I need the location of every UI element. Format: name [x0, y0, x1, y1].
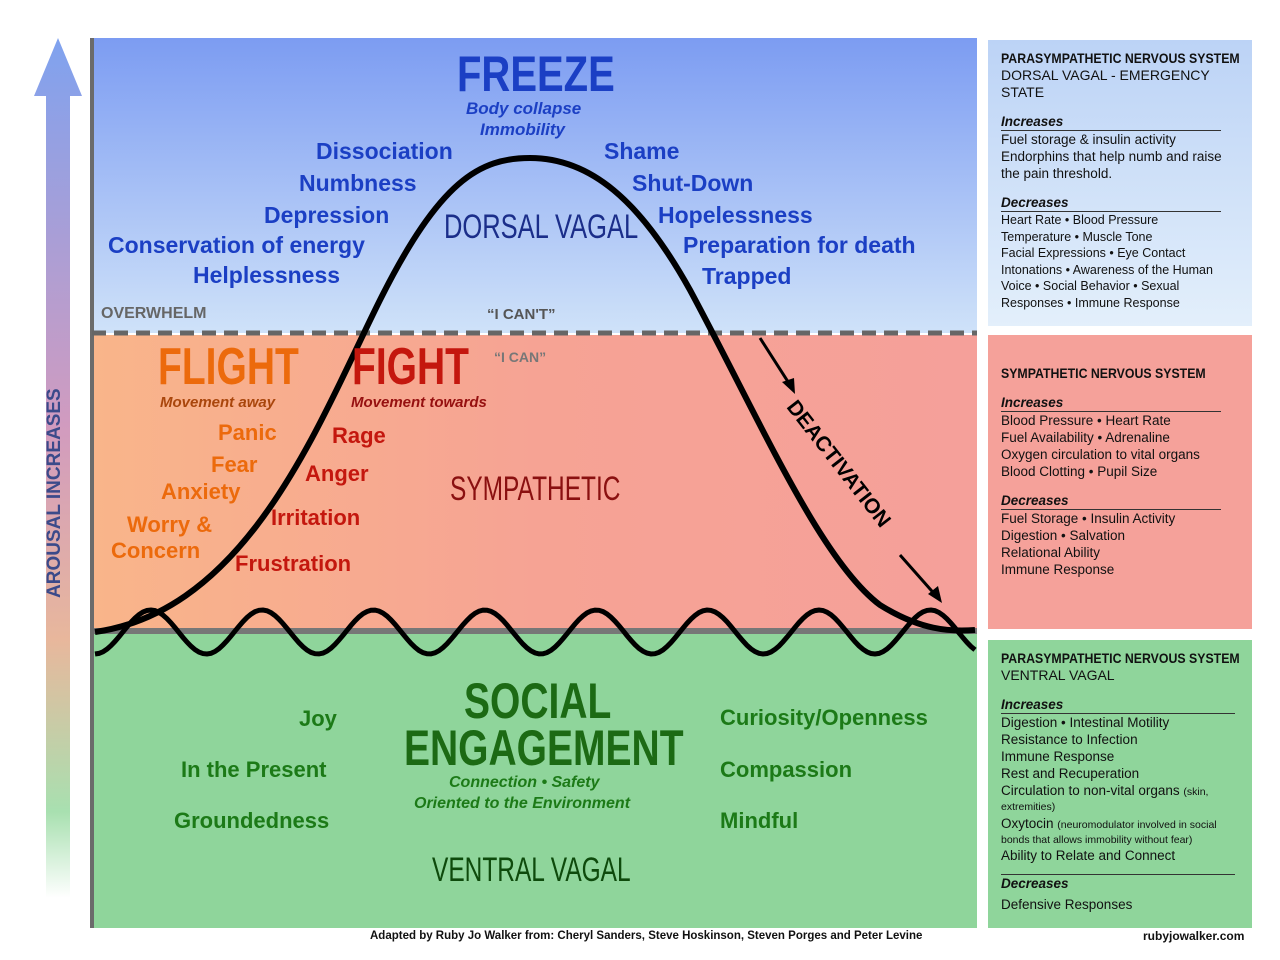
list-item: Fuel Storage • Insulin Activity [1001, 511, 1176, 526]
panel-title: PARASYMPATHETIC NERVOUS SYSTEM [1001, 650, 1240, 666]
deactivation-arrow-bottom [898, 554, 940, 599]
sympathetic-label: SYMPATHETIC [450, 470, 621, 508]
panel-title: SYMPATHETIC NERVOUS SYSTEM [1001, 365, 1206, 381]
credit-text: Adapted by Ruby Jo Walker from: Cheryl S… [370, 930, 923, 942]
list-item: Resistance to Infection [1001, 732, 1138, 747]
ventral-item: Groundedness [174, 808, 330, 833]
freeze-item: Shut-Down [632, 170, 754, 196]
freeze-item: Numbness [299, 170, 417, 196]
freeze-item: Helplessness [193, 262, 341, 288]
list-item: Digestion • Intestinal Motility [1001, 715, 1170, 730]
list-item: Endorphins that help numb and raise the … [1001, 149, 1222, 181]
list-item: Immune Response [1001, 749, 1115, 764]
list-item: Heart Rate • Blood Pressure [1001, 213, 1159, 227]
ventral-item: In the Present [181, 757, 327, 782]
freeze-item: Dissociation [316, 138, 453, 164]
i-cant-label: “I CAN'T” [487, 306, 556, 323]
polyvagal-diagram [90, 38, 977, 928]
social-wave [94, 607, 977, 657]
ventral-item: Mindful [720, 808, 799, 833]
increases-heading: Increases [1001, 696, 1235, 714]
list-item: Rest and Recuperation [1001, 766, 1140, 781]
list-note: (neuromodulator involved in social bonds… [1001, 819, 1217, 846]
sympathetic-info-panel: SYMPATHETIC NERVOUS SYSTEM Increases Blo… [988, 335, 1252, 629]
flight-sub: Movement away [160, 394, 276, 411]
list-item: Oxytocin [1001, 816, 1054, 831]
flight-item: Fear [211, 452, 258, 477]
fight-item: Irritation [271, 505, 361, 530]
decreases-heading: Decreases [1001, 194, 1221, 212]
increases-heading: Increases [1001, 113, 1221, 131]
dorsal-info-panel: PARASYMPATHETIC NERVOUS SYSTEM DORSAL VA… [988, 40, 1252, 326]
freeze-item: Shame [604, 138, 680, 164]
flight-item: Panic [218, 420, 277, 445]
freeze-zone [94, 38, 977, 333]
dorsal-vagal-label: DORSAL VAGAL [444, 208, 639, 246]
ventral-info-panel: PARASYMPATHETIC NERVOUS SYSTEM VENTRAL V… [988, 640, 1252, 928]
list-item: Intonations • Awareness of the Human Voi… [1001, 262, 1213, 310]
list-item: Fuel Availability • Adrenaline [1001, 430, 1170, 445]
fight-item: Anger [305, 461, 369, 486]
ventral-item: Curiosity/Openness [720, 705, 928, 730]
list-item: Relational Ability [1001, 545, 1101, 560]
list-item: Ability to Relate and Connect [1001, 848, 1176, 863]
arousal-curve [94, 154, 976, 635]
list-item: Fuel storage & insulin activity [1001, 132, 1176, 147]
zone-divider [94, 628, 977, 634]
freeze-title: FREEZE [457, 46, 615, 102]
freeze-item: Hopelessness [658, 202, 813, 228]
decreases-heading: Decreases [1001, 492, 1221, 510]
ventral-sub: Oriented to the Environment [414, 795, 631, 812]
panel-title: PARASYMPATHETIC NERVOUS SYSTEM [1001, 50, 1240, 66]
freeze-item: Conservation of energy [108, 232, 365, 258]
fight-title: FIGHT [352, 338, 469, 396]
ventral-sub: Connection • Safety [449, 774, 600, 791]
arousal-arrow [34, 38, 82, 898]
fight-sub: Movement towards [351, 394, 487, 411]
ventral-zone [94, 633, 977, 928]
ventral-item: Compassion [720, 757, 853, 782]
website-link[interactable]: rubyjowalker.com [1143, 929, 1245, 943]
list-item: Temperature • Muscle Tone [1001, 229, 1153, 244]
i-can-label: “I CAN” [494, 349, 547, 365]
panel-subtitle: VENTRAL VAGAL [1001, 667, 1115, 683]
freeze-item: Trapped [702, 263, 792, 289]
flight-item: Concern [111, 538, 201, 563]
fight-item: Rage [332, 423, 386, 448]
list-item: Oxygen circulation to vital organs [1001, 447, 1200, 462]
deactivation-arrowhead-bottom [928, 586, 942, 603]
list-item: Digestion • Salvation [1001, 528, 1126, 543]
list-item: Blood Pressure • Heart Rate [1001, 413, 1171, 428]
deactivation-arrowhead-top [782, 378, 795, 394]
freeze-item: Depression [264, 202, 390, 228]
flight-item: Anxiety [161, 479, 241, 504]
freeze-sub: Body collapse [466, 99, 582, 118]
flight-item: Worry & [127, 512, 213, 537]
ventral-vagal-label: VENTRAL VAGAL [432, 851, 631, 889]
engagement-title: ENGAGEMENT [404, 720, 684, 776]
increases-heading: Increases [1001, 394, 1221, 412]
list-item: Circulation to non-vital organs [1001, 783, 1180, 798]
freeze-sub: Immobility [480, 120, 566, 139]
panel-subtitle: DORSAL VAGAL - EMERGENCY STATE [1001, 67, 1210, 100]
deactivation-arrow-top [758, 337, 794, 389]
social-title: SOCIAL [464, 673, 612, 729]
sympathetic-zone [94, 335, 977, 630]
overwhelm-label: OVERWHELM [101, 305, 207, 322]
list-item: Immune Response [1001, 562, 1115, 577]
list-item: Defensive Responses [1001, 897, 1133, 912]
fight-item: Frustration [235, 551, 352, 576]
decreases-heading: Decreases [1001, 874, 1235, 892]
freeze-item: Preparation for death [683, 232, 916, 258]
ventral-item: Joy [299, 706, 337, 731]
flight-title: FLIGHT [158, 338, 299, 396]
list-item: Blood Clotting • Pupil Size [1001, 464, 1158, 479]
list-item: Facial Expressions • Eye Contact [1001, 246, 1186, 260]
list-note: (skin, extremities) [1001, 786, 1209, 813]
